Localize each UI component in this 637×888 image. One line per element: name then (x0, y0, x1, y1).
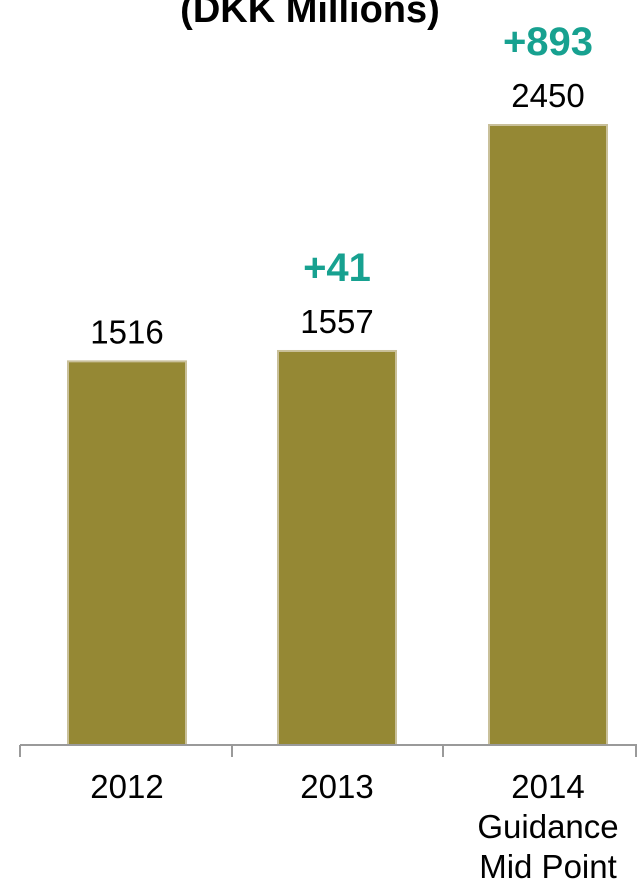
labels-group: 1516 1557 +41 2450 +893 (90, 20, 593, 350)
bars-group (67, 124, 608, 746)
data-label-2: 1557 (300, 303, 373, 340)
bar-1 (67, 360, 187, 746)
data-label-1: 1516 (90, 313, 163, 350)
increment-label-2: +41 (303, 246, 371, 290)
x-tick-label-2: 2013 (300, 768, 373, 805)
x-tick-label-3: 2014 Guidance Mid Point (477, 768, 618, 885)
x-axis: 2012 2013 2014 Guidance Mid Point (19, 744, 637, 885)
increment-label-3: +893 (503, 20, 593, 64)
bar-2 (277, 349, 397, 746)
data-label-3: 2450 (511, 77, 584, 114)
chart-title: (DKK Millions) (180, 0, 440, 31)
x-tick-label-1: 2012 (90, 768, 163, 805)
bar-3 (488, 124, 608, 746)
